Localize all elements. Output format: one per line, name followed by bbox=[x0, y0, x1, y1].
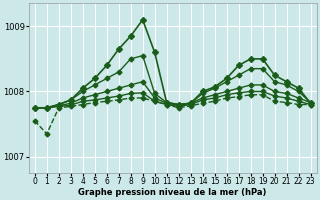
X-axis label: Graphe pression niveau de la mer (hPa): Graphe pression niveau de la mer (hPa) bbox=[78, 188, 267, 197]
